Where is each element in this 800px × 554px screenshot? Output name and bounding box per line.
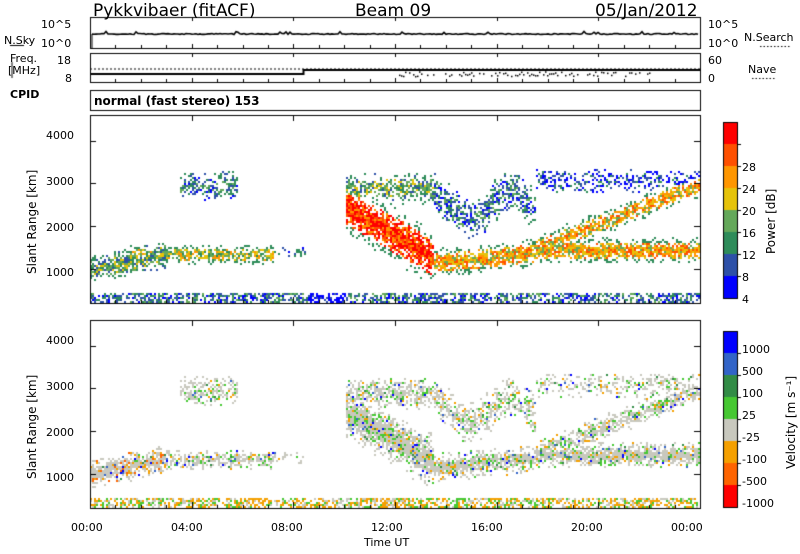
power-ytick-4000: 4000 (46, 129, 74, 142)
vel-cb-tick-m500: -500 (742, 475, 767, 488)
freq-label-line1: Freq. (10, 52, 38, 65)
power-ytick-1000: 1000 (46, 266, 74, 279)
beam-title: Beam 09 (355, 1, 432, 21)
velocity-colorbar-label: Velocity [m s⁻¹] (784, 375, 798, 469)
xaxis-label: Time UT (364, 536, 410, 549)
vel-cb-tick-25: 25 (742, 409, 756, 422)
freq-right-tick-bottom: 0 (708, 72, 715, 85)
vel-ytick-4000: 4000 (46, 334, 74, 347)
xtick-3: 12:00 (371, 521, 403, 534)
xtick-5: 20:00 (571, 521, 603, 534)
xtick-1: 04:00 (171, 521, 203, 534)
xtick-0: 00:00 (71, 521, 103, 534)
noise-right-tick-bottom: 10^0 (708, 37, 739, 50)
freq-left-tick-bottom: 8 (65, 72, 72, 85)
power-ytick-2000: 2000 (46, 221, 74, 234)
power-ytick-3000: 3000 (46, 175, 74, 188)
noise-sky-label: N.Sky (4, 34, 36, 47)
power-ylabel: Slant Range [km] (25, 169, 39, 274)
power-colorbar-label: Power [dB] (764, 188, 778, 254)
power-cb-tick-12: 12 (742, 249, 756, 262)
power-cb-tick-28: 28 (742, 161, 756, 174)
freq-left-tick-top: 18 (57, 54, 71, 67)
vel-cb-tick-m100: -100 (742, 453, 767, 466)
power-cb-tick-4: 4 (742, 293, 749, 306)
velocity-ylabel: Slant Range [km] (25, 374, 39, 479)
vel-cb-tick-1000: 1000 (742, 343, 770, 356)
vel-ytick-2000: 2000 (46, 426, 74, 439)
cpid-text: normal (fast stereo) 153 (94, 94, 260, 108)
vel-ytick-1000: 1000 (46, 471, 74, 484)
cpid-label: CPID (10, 88, 40, 101)
freq-label-line2: [MHz] (8, 64, 41, 77)
noise-left-tick-top: 10^5 (41, 18, 72, 31)
power-cb-tick-24: 24 (742, 183, 756, 196)
vel-cb-tick-m1000: -1000 (742, 497, 774, 510)
xtick-2: 08:00 (271, 521, 303, 534)
power-cb-tick-8: 8 (742, 271, 749, 284)
noise-left-tick-bottom: 10^0 (41, 37, 72, 50)
nave-label: Nave (748, 63, 777, 76)
freq-right-tick-top: 60 (708, 54, 722, 67)
xtick-6: 00:00 (671, 521, 703, 534)
noise-search-label: N.Search (744, 31, 794, 44)
date-title: 05/Jan/2012 (595, 1, 698, 21)
power-cb-tick-16: 16 (742, 227, 756, 240)
vel-cb-tick-500: 500 (742, 365, 763, 378)
power-cb-tick-20: 20 (742, 205, 756, 218)
vel-cb-tick-100: 100 (742, 387, 763, 400)
noise-right-tick-top: 10^5 (708, 18, 739, 31)
station-title: Pykkvibaer (fitACF) (93, 1, 256, 21)
vel-ytick-3000: 3000 (46, 380, 74, 393)
vel-cb-tick-m25: -25 (742, 431, 760, 444)
xtick-4: 16:00 (471, 521, 503, 534)
